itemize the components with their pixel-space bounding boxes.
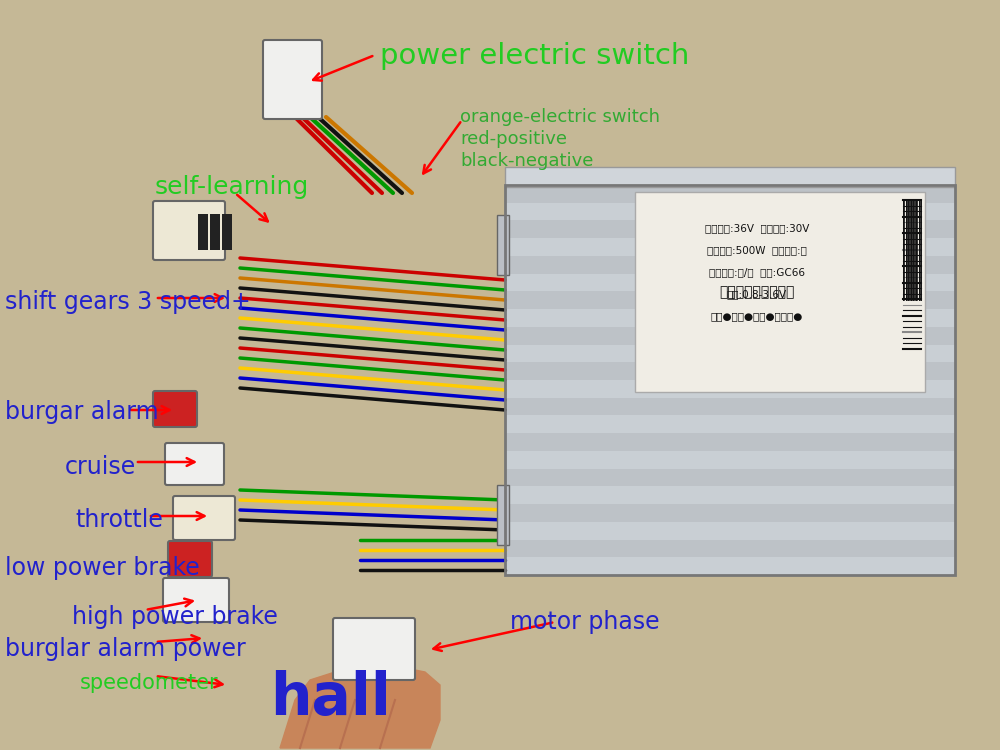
Bar [505,539,955,557]
FancyBboxPatch shape [163,578,229,622]
Bar [505,451,955,469]
Text: power electric switch: power electric switch [380,42,689,70]
Text: self-learning: self-learning [155,175,309,199]
Bar [505,274,955,291]
Text: hall: hall [270,670,391,727]
Bar [505,220,955,238]
Bar [222,214,232,250]
Text: orange-electric switch
red-positive
black-negative: orange-electric switch red-positive blac… [460,108,660,170]
Bar [505,256,955,274]
Bar [497,215,509,275]
Bar [505,327,955,344]
Text: burgar alarm: burgar alarm [5,400,159,424]
Text: burglar alarm power: burglar alarm power [5,637,246,661]
Bar [505,185,955,202]
Bar [505,504,955,522]
Bar [505,202,955,220]
FancyBboxPatch shape [153,391,197,427]
Bar [505,238,955,256]
Text: 额定功率:500W  防盗报警:低: 额定功率:500W 防盗报警:低 [707,245,807,255]
Polygon shape [280,668,440,748]
FancyBboxPatch shape [263,40,322,119]
Bar [505,291,955,309]
Bar [505,167,955,187]
FancyBboxPatch shape [153,201,225,260]
FancyBboxPatch shape [168,541,212,577]
Text: 直流无刷电机控制器: 直流无刷电机控制器 [719,285,794,299]
Bar [505,433,955,451]
Bar [505,416,955,434]
FancyBboxPatch shape [333,618,415,680]
Bar [497,485,509,545]
Text: shift gears 3 speed+: shift gears 3 speed+ [5,290,251,314]
Text: cruise: cruise [65,455,136,479]
Bar [505,398,955,416]
Bar [505,185,955,575]
Bar [505,362,955,380]
Text: low power brake: low power brake [5,556,200,580]
Text: high power brake: high power brake [72,605,278,629]
Bar [210,214,220,250]
FancyBboxPatch shape [165,443,224,485]
Text: 额定电压:36V  欠压保护:30V: 额定电压:36V 欠压保护:30V [705,223,809,233]
Bar [505,380,955,398]
Bar [505,469,955,486]
Text: 刹车断电:高/低  型号:GC66: 刹车断电:高/低 型号:GC66 [709,267,805,277]
Text: 转把:0.8-3.6V: 转把:0.8-3.6V [727,289,787,299]
Text: speedometer: speedometer [80,673,219,693]
Bar [198,214,208,250]
Bar [505,557,955,575]
Bar [505,309,955,327]
Text: 防盗●档位●逗速●自学习●: 防盗●档位●逗速●自学习● [711,311,803,321]
FancyBboxPatch shape [173,496,235,540]
Bar [505,522,955,539]
Text: throttle: throttle [75,508,163,532]
Bar [635,192,925,392]
Text: motor phase: motor phase [510,610,660,634]
Bar [505,486,955,504]
Bar [505,344,955,362]
